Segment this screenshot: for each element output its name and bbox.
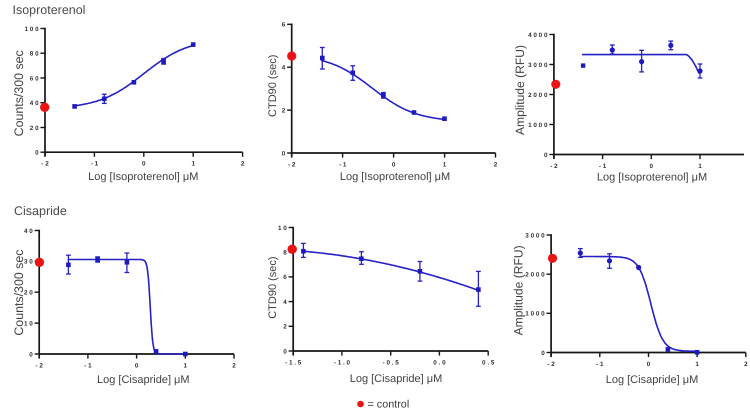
svg-text:-1: -1: [599, 163, 608, 170]
svg-text:-1.5: -1.5: [285, 359, 303, 366]
svg-text:1: 1: [698, 163, 703, 170]
svg-text:8: 8: [283, 250, 288, 257]
svg-text:0: 0: [544, 152, 549, 159]
svg-text:-2: -2: [547, 361, 556, 368]
svg-text:Isoproterenol: Isoproterenol: [13, 3, 86, 17]
svg-text:= control: = control: [368, 398, 410, 410]
svg-text:Log [Isoproterenol] μM: Log [Isoproterenol] μM: [597, 172, 707, 184]
svg-text:-0.5: -0.5: [383, 359, 401, 366]
svg-text:2: 2: [744, 361, 749, 368]
svg-text:3000: 3000: [525, 232, 546, 239]
svg-text:-1: -1: [84, 362, 93, 369]
svg-text:-2: -2: [35, 362, 44, 369]
svg-text:0: 0: [650, 163, 655, 170]
svg-text:-2: -2: [41, 161, 50, 168]
svg-text:-2: -2: [288, 161, 297, 168]
svg-text:-1: -1: [91, 161, 100, 168]
svg-text:Amplitude (RFU): Amplitude (RFU): [512, 245, 526, 335]
svg-text:0: 0: [29, 351, 34, 358]
svg-text:-1: -1: [596, 361, 605, 368]
svg-text:20: 20: [30, 125, 41, 132]
svg-text:-1.0: -1.0: [334, 359, 352, 366]
svg-text:80: 80: [30, 51, 41, 58]
svg-text:3000: 3000: [528, 62, 549, 69]
svg-text:1: 1: [695, 361, 700, 368]
svg-text:0: 0: [283, 348, 288, 355]
svg-text:CTD90 (sec): CTD90 (sec): [267, 256, 279, 318]
svg-text:60: 60: [30, 75, 41, 82]
svg-text:6: 6: [283, 274, 288, 281]
svg-text:20: 20: [24, 290, 35, 297]
svg-text:Log [Cisapride] μM: Log [Cisapride] μM: [97, 374, 190, 386]
svg-text:1000: 1000: [525, 311, 546, 318]
svg-text:2: 2: [282, 107, 287, 114]
svg-text:100: 100: [24, 26, 40, 33]
svg-text:1: 1: [191, 161, 196, 168]
svg-text:0: 0: [35, 150, 40, 157]
svg-text:4: 4: [282, 65, 287, 72]
svg-text:Log [Isoproterenol] μM: Log [Isoproterenol] μM: [340, 171, 450, 183]
svg-text:2: 2: [283, 324, 288, 331]
svg-text:Counts/300 sec: Counts/300 sec: [12, 50, 26, 136]
svg-text:0: 0: [282, 150, 287, 157]
svg-text:10: 10: [278, 225, 289, 232]
svg-text:40: 40: [30, 100, 41, 107]
svg-text:6: 6: [282, 22, 287, 29]
svg-text:2: 2: [241, 161, 246, 168]
svg-text:40: 40: [24, 228, 35, 235]
svg-text:-1: -1: [339, 161, 348, 168]
svg-text:1: 1: [184, 362, 189, 369]
svg-text:2000: 2000: [525, 271, 546, 278]
svg-text:0: 0: [392, 161, 397, 168]
svg-text:10: 10: [24, 320, 35, 327]
svg-text:Counts/300 sec: Counts/300 sec: [12, 250, 26, 336]
svg-text:-2: -2: [550, 163, 559, 170]
svg-text:Log [Isoproterenol] μM: Log [Isoproterenol] μM: [88, 171, 198, 183]
svg-text:0: 0: [135, 362, 140, 369]
svg-text:0: 0: [541, 350, 546, 357]
svg-text:0.0: 0.0: [433, 359, 447, 366]
svg-text:Log [Cisapride] μM: Log [Cisapride] μM: [350, 373, 443, 385]
svg-text:0: 0: [142, 161, 147, 168]
svg-text:4000: 4000: [528, 32, 549, 39]
svg-text:Cisapride: Cisapride: [14, 204, 67, 218]
svg-text:CTD90 (sec): CTD90 (sec): [267, 55, 279, 117]
svg-text:30: 30: [24, 259, 35, 266]
svg-text:1000: 1000: [528, 122, 549, 129]
svg-text:2: 2: [232, 362, 237, 369]
svg-text:0.5: 0.5: [482, 359, 496, 366]
svg-text:0: 0: [647, 361, 652, 368]
svg-text:1: 1: [443, 161, 448, 168]
svg-text:Amplitude (RFU): Amplitude (RFU): [513, 45, 527, 135]
svg-text:4: 4: [283, 299, 288, 306]
svg-text:2: 2: [494, 161, 499, 168]
svg-text:2000: 2000: [528, 92, 549, 99]
svg-text:Log [Cisapride] μM: Log [Cisapride] μM: [606, 374, 699, 386]
